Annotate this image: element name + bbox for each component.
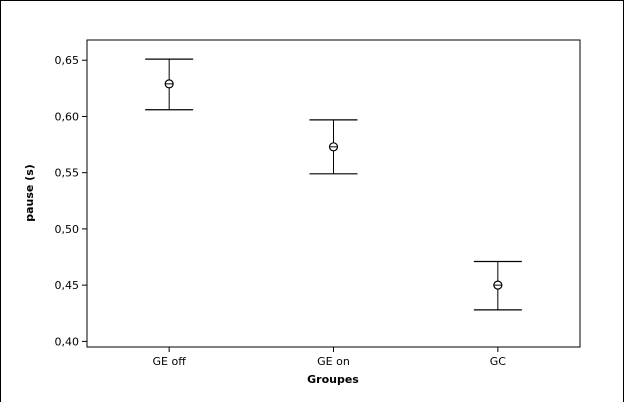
plot-area bbox=[86, 39, 581, 348]
x-tick-label: GC bbox=[490, 355, 507, 368]
y-axis: 0,40 0,45 0,50 0,55 0,60 0,65 bbox=[55, 54, 87, 348]
y-axis-title: pause (s) bbox=[23, 164, 36, 222]
interval-group bbox=[473, 260, 522, 311]
y-tick-label: 0,50 bbox=[55, 223, 80, 236]
x-axis: GE off GE on GC bbox=[153, 347, 507, 368]
y-tick-label: 0,55 bbox=[55, 167, 80, 180]
y-tick-label: 0,65 bbox=[55, 54, 80, 67]
y-tick-label: 0,60 bbox=[55, 110, 80, 123]
y-tick-label: 0,40 bbox=[55, 335, 80, 348]
x-tick-label: GE on bbox=[317, 355, 350, 368]
x-axis-title: Groupes bbox=[307, 373, 359, 386]
y-tick-label: 0,45 bbox=[55, 279, 80, 292]
interval-marks bbox=[145, 58, 522, 311]
x-tick-label: GE off bbox=[153, 355, 187, 368]
interval-group bbox=[309, 119, 358, 175]
interval-group bbox=[145, 58, 194, 111]
